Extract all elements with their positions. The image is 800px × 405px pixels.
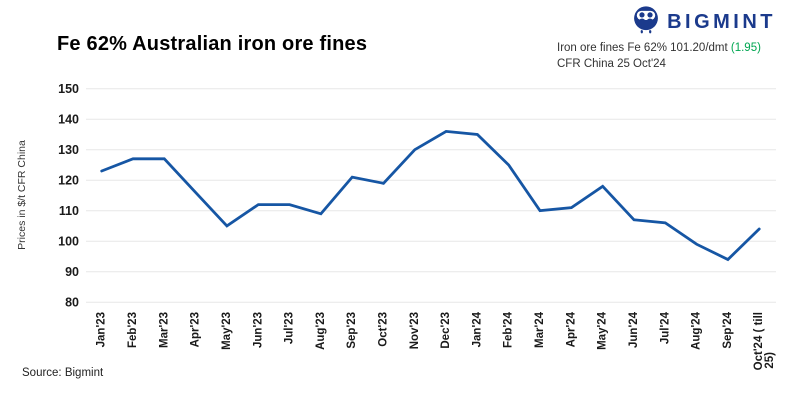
x-tick-label: Apr'24 [565, 311, 577, 347]
x-tick-label: Feb'24 [503, 311, 515, 348]
x-tick-label: Sep'23 [346, 312, 358, 349]
y-tick-label: 80 [65, 296, 79, 310]
line-chart: 150 140 130 120 110 100 90 80 Prices in $/t CFR … [0, 80, 800, 400]
price-line-series [100, 129, 761, 262]
x-tick-label: Sep'24 [722, 311, 734, 348]
page-title: Fe 62% Australian iron ore fines [57, 33, 368, 55]
y-tick-label: 120 [58, 174, 79, 188]
price-annotation: Iron ore fines Fe 62% 101.20/dmt (1.95) … [557, 40, 761, 72]
x-tick-label: Mar'24 [534, 311, 546, 348]
y-axis-title: Prices in $/t CFR China [16, 140, 28, 250]
chart-canvas: 150 140 130 120 110 100 90 80 Prices in $/t CFR … [16, 82, 776, 370]
price-annotation-line2: CFR China 25 Oct'24 [557, 58, 666, 70]
x-tick-label: Jul'24 [659, 311, 671, 344]
brand-logo: BIGMINT [632, 5, 776, 40]
y-tick-label: 100 [58, 235, 79, 249]
x-tick-label: Oct'23 [377, 312, 389, 347]
x-tick-label: May'23 [221, 312, 233, 350]
x-tick-label: Jan'24 [471, 311, 483, 347]
bigmint-logo-icon [632, 5, 660, 40]
x-tick-label: Mar'23 [158, 312, 170, 348]
x-tick-label: Jun'23 [252, 312, 264, 348]
x-tick-label: Aug'24 [691, 311, 703, 349]
x-tick-label: May'24 [597, 311, 609, 350]
price-change: (1.95) [730, 42, 761, 54]
source-note: Source: Bigmint [22, 367, 104, 379]
x-tick-label: Oct'24 ( till25) [753, 312, 776, 370]
x-tick-label: Jun'24 [628, 311, 640, 348]
x-tick-label: Aug'23 [315, 312, 327, 350]
x-tick-label: Jul'23 [284, 312, 296, 344]
brand-name: BIGMINT [667, 11, 776, 33]
y-tick-label: 90 [65, 265, 79, 279]
x-tick-label: Feb'23 [127, 312, 139, 348]
x-tick-label: Apr'23 [190, 312, 202, 347]
x-tick-label: Nov'23 [409, 312, 421, 349]
y-tick-label: 130 [58, 143, 79, 157]
price-annotation-line1: Iron ore fines Fe 62% 101.20/dmt (1.95) [557, 42, 761, 54]
x-tick-label: Dec'23 [440, 312, 452, 349]
y-tick-label: 150 [58, 82, 79, 96]
y-tick-label: 140 [58, 113, 79, 127]
y-tick-label: 110 [59, 204, 79, 218]
x-tick-label: Jan'23 [96, 312, 108, 347]
